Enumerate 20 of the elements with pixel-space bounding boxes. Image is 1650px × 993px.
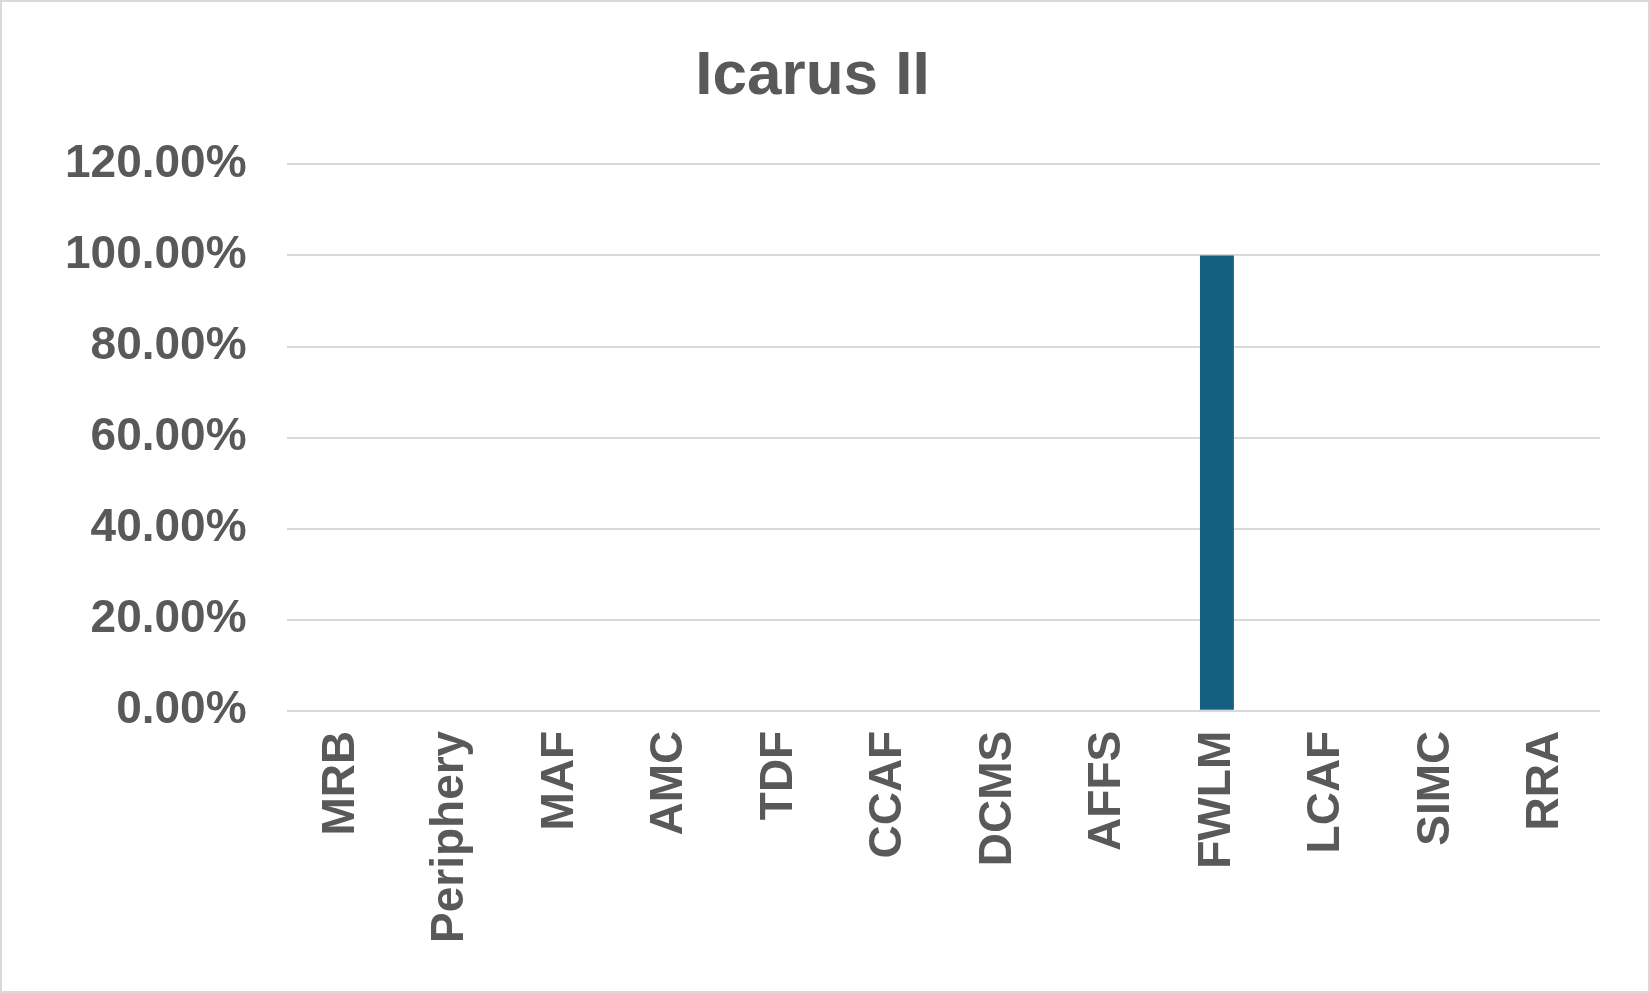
y-tick-label: 0.00%: [116, 681, 247, 734]
x-tick-label: MRB: [312, 730, 365, 836]
x-tick-label: SIMC: [1406, 730, 1459, 846]
x-tick-label: DCMS: [968, 730, 1021, 867]
x-tick-label: Periphery: [421, 730, 474, 944]
y-tick-label: 100.00%: [64, 226, 247, 279]
x-tick-label: AMC: [640, 730, 693, 836]
chart-title: Icarus II: [695, 38, 930, 108]
y-tick-label: 40.00%: [90, 499, 247, 552]
x-tick-label: MAF: [530, 730, 583, 831]
x-tick-label: CCAF: [859, 730, 912, 859]
y-tick-label: 80.00%: [90, 317, 247, 370]
y-tick-label: 20.00%: [90, 590, 247, 643]
y-tick-label: 120.00%: [64, 135, 247, 188]
x-tick-label: AFFS: [1078, 730, 1131, 851]
x-tick-label: RRA: [1515, 730, 1568, 831]
x-tick-label: FWLM: [1187, 730, 1240, 869]
x-tick-label: LCAF: [1297, 730, 1350, 854]
x-tick-label: TDF: [749, 730, 802, 821]
y-tick-label: 60.00%: [90, 408, 247, 461]
